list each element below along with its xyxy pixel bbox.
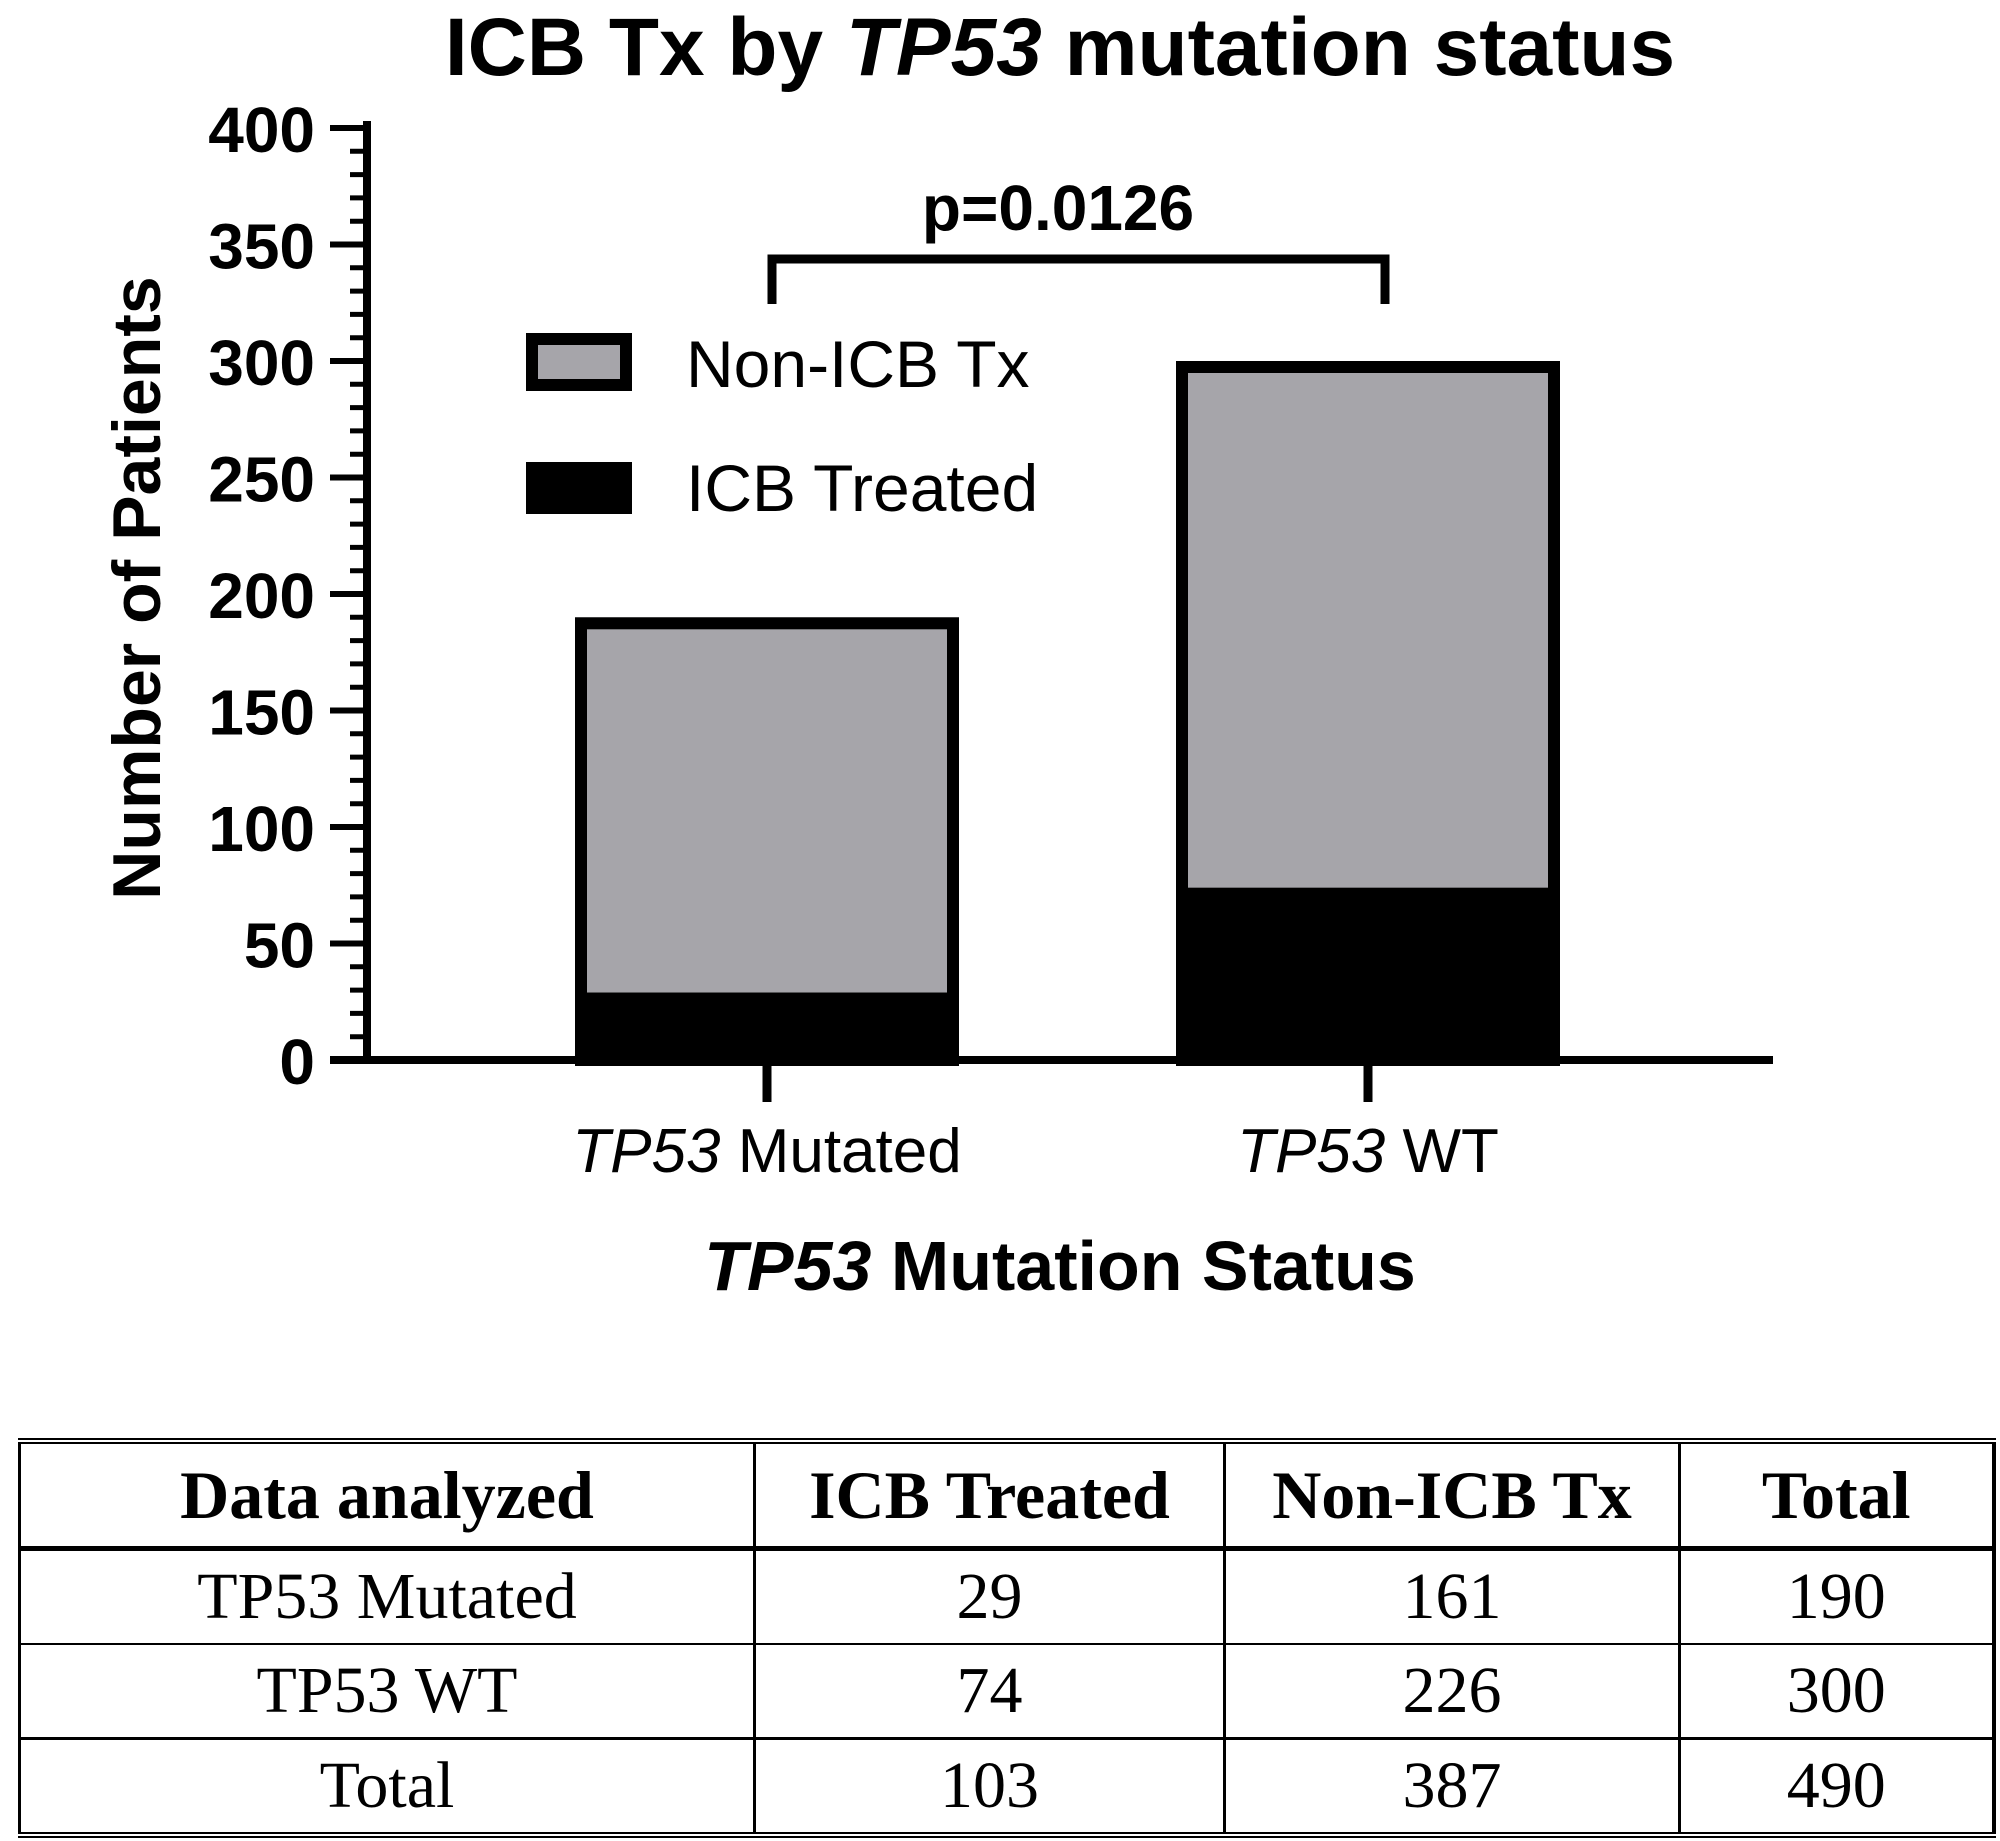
table-row: Total 103 387 490 [18,1737,1995,1836]
y-tick-label: 50 [244,910,315,982]
table-row: TP53 WT 74 226 300 [18,1644,1995,1740]
table-cell: 300 [1678,1644,1995,1740]
x-axis-label: TP53 Mutation Status [704,1227,1416,1305]
table-cell: 226 [1223,1644,1681,1740]
y-tick-label: 200 [208,560,315,632]
table-cell: 29 [753,1548,1226,1645]
table-header-cell: Data analyzed [18,1441,756,1551]
legend: Non-ICB Tx ICB Treated [526,327,1038,525]
table-cell: 103 [753,1737,1226,1836]
significance-bracket: p=0.0126 [767,172,1390,304]
table-header-cell: Total [1678,1441,1995,1551]
table-row: TP53 Mutated 29 161 190 [18,1548,1995,1645]
p-value-label: p=0.0126 [922,172,1194,244]
y-tick-label: 350 [208,211,315,283]
chart: ICB Tx by TP53 mutation status Number of… [99,2,1773,1305]
legend-label-icb-treated: ICB Treated [686,451,1038,525]
legend-swatch-icb-treated [526,462,632,514]
table-cell: 387 [1223,1737,1681,1836]
bar-segment [1176,361,1560,888]
chart-title: ICB Tx by TP53 mutation status [445,2,1675,93]
table-cell: TP53 WT [18,1644,756,1740]
legend-label-non-icb: Non-ICB Tx [686,327,1030,401]
summary-table: Data analyzed ICB Treated Non-ICB Tx Tot… [18,1438,1996,1838]
table-cell: 490 [1678,1737,1995,1836]
table-cell: 161 [1223,1548,1681,1645]
y-tick-label: 0 [279,1026,315,1098]
table-cell: 190 [1678,1548,1995,1645]
table-cell: TP53 Mutated [18,1548,756,1645]
bar-segment [575,617,959,993]
table-cell: 74 [753,1644,1226,1740]
x-axis: TP53 Mutated TP53 WT [572,1060,1499,1186]
y-tick-label: 250 [208,444,315,516]
bars [575,361,1560,1066]
y-tick-label: 400 [208,94,315,166]
table-header-cell: ICB Treated [753,1441,1226,1551]
table-header-row: Data analyzed ICB Treated Non-ICB Tx Tot… [18,1441,1995,1551]
x-tick-label: TP53 WT [1237,1117,1499,1186]
y-axis-label: Number of Patients [99,276,175,899]
bar-segment [1176,887,1560,1060]
table-cell: Total [18,1737,756,1836]
y-axis: 0 50 100 150 200 250 300 350 400 [208,94,367,1098]
legend-swatch-non-icb [526,333,632,391]
bar-segment [575,992,959,1060]
y-tick-label: 300 [208,327,315,399]
table-header-cell: Non-ICB Tx [1223,1441,1681,1551]
y-tick-label: 100 [208,793,315,865]
y-tick-label: 150 [208,677,315,749]
x-tick-label: TP53 Mutated [572,1117,961,1186]
